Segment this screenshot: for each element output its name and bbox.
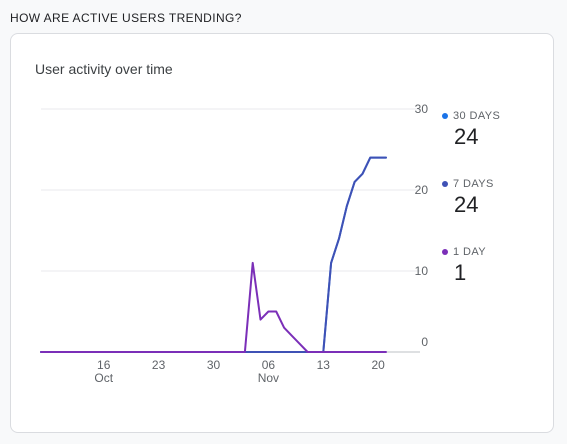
y-tick-label: 20 bbox=[415, 183, 429, 197]
legend-label-1-day: 1 DAY bbox=[453, 246, 486, 258]
card-title: User activity over time bbox=[35, 61, 173, 77]
x-tick-label: 16 bbox=[97, 358, 111, 372]
legend-value-7-days: 24 bbox=[454, 192, 479, 217]
series-line-1-day bbox=[40, 261, 387, 353]
y-tick-label: 10 bbox=[415, 264, 429, 278]
legend-value-1-day: 1 bbox=[454, 260, 467, 285]
legend-label-30-days: 30 DAYS bbox=[453, 110, 501, 122]
x-tick-label: 30 bbox=[207, 358, 221, 372]
legend-item-7-days: 7 DAYS 24 bbox=[442, 178, 494, 218]
x-tick-label: 20 bbox=[371, 358, 385, 372]
x-tick-label: 06 bbox=[262, 358, 276, 372]
legend-dot-1-day bbox=[442, 249, 448, 255]
legend-value-30-days: 24 bbox=[454, 124, 479, 149]
y-tick-label: 30 bbox=[415, 102, 429, 116]
legend-label-7-days: 7 DAYS bbox=[453, 178, 494, 190]
series-line-7-days bbox=[40, 156, 387, 353]
legend-dot-7-days bbox=[442, 181, 448, 187]
x-tick-month-label: Nov bbox=[258, 371, 279, 385]
legend-dot-30-days bbox=[442, 113, 448, 119]
activity-card: User activity over time 30 20 10 0 16 Oct 23 3… bbox=[10, 33, 554, 433]
x-tick-label: 23 bbox=[152, 358, 166, 372]
section-heading: HOW ARE ACTIVE USERS TRENDING? bbox=[10, 11, 242, 25]
y-tick-label: 0 bbox=[421, 335, 428, 349]
legend-item-1-day: 1 DAY 1 bbox=[442, 246, 486, 286]
legend-item-30-days: 30 DAYS 24 bbox=[442, 110, 500, 150]
x-tick-label: 13 bbox=[317, 358, 331, 372]
x-tick-month-label: Oct bbox=[94, 371, 113, 385]
